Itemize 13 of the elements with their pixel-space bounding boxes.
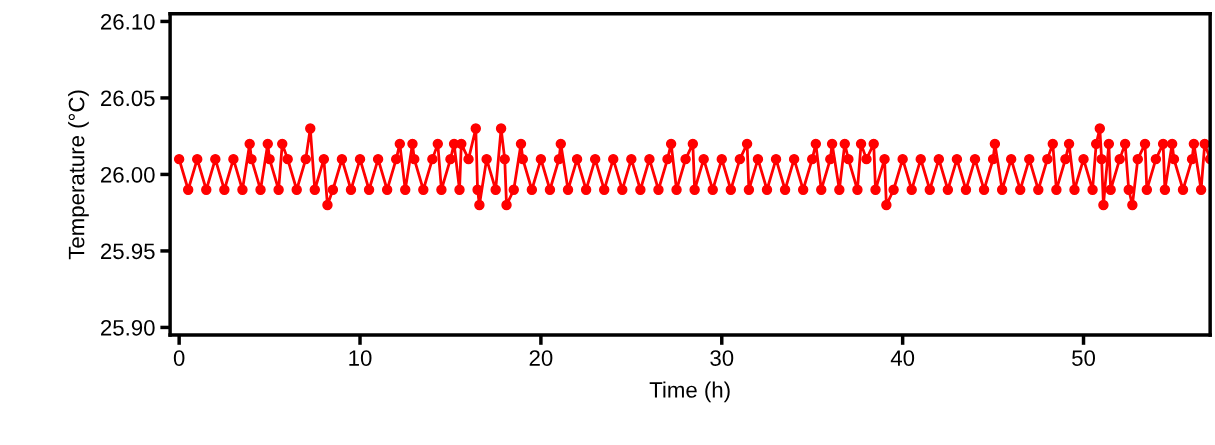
x-tick-label: 0 (173, 350, 185, 366)
x-tick-label: 50 (1072, 350, 1096, 366)
y-tick-label: 26.00 (101, 166, 155, 183)
x-tick-label: 10 (349, 350, 372, 366)
y-tick-label: 25.95 (101, 243, 155, 260)
y-tick-label: 26.10 (101, 13, 155, 30)
x-tick-label: 40 (890, 350, 915, 366)
x-tick-label: 20 (529, 350, 553, 366)
y-tick-label: 25.90 (101, 319, 155, 336)
x-axis-title: Time (h) (649, 381, 730, 403)
y-axis-title: Temperature (°C) (68, 90, 89, 260)
y-tick-label: 26.05 (101, 90, 155, 107)
x-tick-label: 30 (710, 350, 734, 366)
